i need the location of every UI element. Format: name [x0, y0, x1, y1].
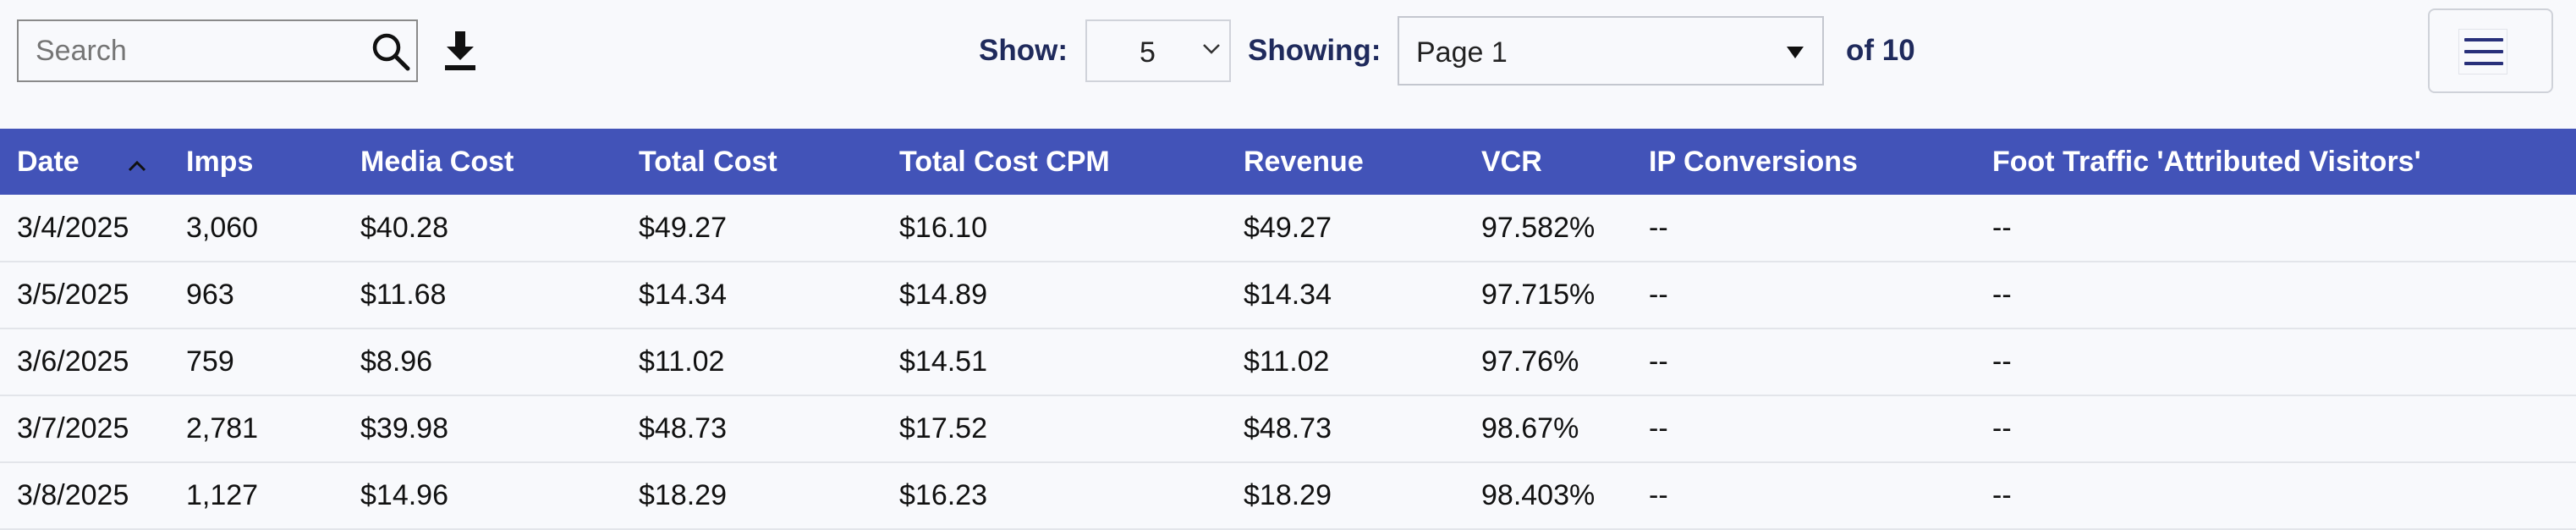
table-cell: --: [1649, 345, 1668, 378]
column-header-ip-conversions[interactable]: IP Conversions: [1649, 145, 1858, 178]
table-header-row: Date Imps Media Cost Total Cost Total Co…: [0, 129, 2576, 195]
table-cell: $8.96: [360, 345, 433, 378]
column-header-total-cost[interactable]: Total Cost: [639, 145, 777, 178]
table-cell: $17.52: [899, 412, 987, 444]
data-table: Date Imps Media Cost Total Cost Total Co…: [0, 129, 2576, 530]
search-icon[interactable]: [371, 31, 411, 72]
table-cell: --: [1649, 211, 1668, 244]
table-cell: $14.34: [1244, 279, 1332, 311]
column-header-total-cost-cpm[interactable]: Total Cost CPM: [899, 145, 1110, 178]
table-cell: $49.27: [1244, 211, 1332, 244]
table-cell: $14.51: [899, 345, 987, 378]
caret-down-icon: [1787, 47, 1804, 58]
table-cell: $40.28: [360, 211, 448, 244]
table-cell: 3/4/2025: [17, 211, 129, 244]
menu-button[interactable]: [2428, 8, 2553, 93]
table-cell: --: [1649, 279, 1668, 311]
page-total-label: of 10: [1846, 34, 1915, 67]
table-row: 3/5/2025 963 $11.68 $14.34 $14.89 $14.34 97.71…: [0, 262, 2576, 328]
search-input[interactable]: [19, 21, 357, 80]
page-select-value: Page 1: [1416, 36, 1508, 69]
download-icon[interactable]: [440, 28, 481, 72]
table-cell: 98.403%: [1481, 479, 1596, 511]
chevron-down-icon: [1203, 44, 1220, 54]
column-header-media-cost[interactable]: Media Cost: [360, 145, 514, 178]
table-cell: $39.98: [360, 412, 448, 444]
table-cell: 3/6/2025: [17, 345, 129, 378]
table-cell: 759: [186, 345, 234, 378]
table-cell: 98.67%: [1481, 412, 1579, 444]
table-cell: --: [1649, 479, 1668, 511]
rows-per-page-value: 5: [1140, 36, 1156, 69]
table-cell: $11.02: [1244, 345, 1330, 378]
table-cell: 97.715%: [1481, 279, 1596, 311]
column-header-label: Date: [17, 145, 80, 178]
show-label: Show:: [979, 34, 1068, 67]
table-cell: $11.68: [360, 279, 447, 311]
table-cell: 963: [186, 279, 234, 311]
table-cell: --: [1992, 412, 2012, 444]
table-cell: $14.34: [639, 279, 727, 311]
table-cell: $14.89: [899, 279, 987, 311]
column-header-imps[interactable]: Imps: [186, 145, 254, 178]
table-cell: --: [1992, 479, 2012, 511]
table-cell: 3/5/2025: [17, 279, 129, 311]
page-select[interactable]: Page 1: [1398, 16, 1824, 86]
table-cell: --: [1992, 345, 2012, 378]
search-box: [17, 19, 418, 82]
column-header-date[interactable]: Date: [0, 129, 169, 195]
table-row: 3/6/2025 759 $8.96 $11.02 $14.51 $11.02 97.76%…: [0, 328, 2576, 395]
table-cell: 97.76%: [1481, 345, 1579, 378]
table-cell: --: [1649, 412, 1668, 444]
table-cell: 2,781: [186, 412, 259, 444]
table-cell: $16.23: [899, 479, 987, 511]
table-row: 3/8/2025 1,127 $14.96 $18.29 $16.23 $18.29 98.…: [0, 462, 2576, 529]
table-row: 3/4/2025 3,060 $40.28 $49.27 $16.10 $49.27 97.…: [0, 195, 2576, 262]
hamburger-menu-icon: [2458, 29, 2507, 75]
table-cell: $18.29: [639, 479, 727, 511]
table-cell: $49.27: [639, 211, 727, 244]
table-body: 3/4/2025 3,060 $40.28 $49.27 $16.10 $49.27 97.…: [0, 195, 2576, 529]
sort-ascending-icon[interactable]: [127, 159, 147, 173]
table-cell: 3/7/2025: [17, 412, 129, 444]
table-cell: 1,127: [186, 479, 259, 511]
table-cell: --: [1992, 279, 2012, 311]
table-cell: --: [1992, 211, 2012, 244]
toolbar: Show: 5 Showing: Page 1 of 10: [0, 0, 2576, 129]
table-cell: $16.10: [899, 211, 987, 244]
table-cell: $48.73: [1244, 412, 1332, 444]
column-header-revenue[interactable]: Revenue: [1244, 145, 1364, 178]
table-cell: 3/8/2025: [17, 479, 129, 511]
table-cell: $48.73: [639, 412, 727, 444]
table-cell: $14.96: [360, 479, 448, 511]
table-cell: 3,060: [186, 211, 259, 244]
table-cell: $18.29: [1244, 479, 1332, 511]
showing-label: Showing:: [1248, 34, 1381, 67]
table-cell: 97.582%: [1481, 211, 1596, 244]
column-header-vcr[interactable]: VCR: [1481, 145, 1542, 178]
table-cell: $11.02: [639, 345, 725, 378]
table-row: 3/7/2025 2,781 $39.98 $48.73 $17.52 $48.73 98.…: [0, 395, 2576, 462]
column-header-foot-traffic[interactable]: Foot Traffic 'Attributed Visitors': [1992, 145, 2421, 178]
rows-per-page-select[interactable]: 5: [1085, 19, 1231, 82]
